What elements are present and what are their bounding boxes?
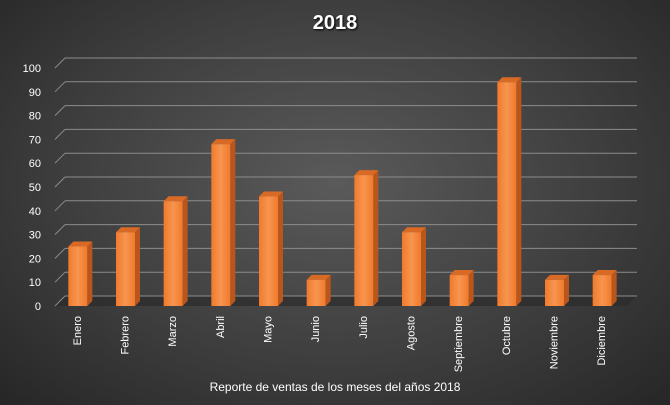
category-label: Octubre (501, 316, 513, 355)
bar-febrero (116, 232, 135, 306)
y-tick-label: 60 (29, 158, 41, 170)
bar-side (564, 274, 569, 306)
bar-top (402, 227, 426, 233)
gridline-diag (54, 248, 66, 259)
x-axis-label: Reporte de ventas de los meses del años … (209, 380, 461, 394)
y-tick-label: 100 (23, 63, 41, 75)
bar-junio (306, 279, 326, 306)
bar-side (230, 139, 236, 306)
bar-diciembre (592, 275, 612, 306)
gridline-diag (54, 271, 66, 283)
bar-mayo (259, 196, 278, 306)
gridline-diag (54, 152, 66, 164)
category-label: Julio (358, 316, 370, 339)
bar-top (354, 170, 379, 176)
gridline-diag (54, 200, 66, 212)
bar-julio (354, 175, 374, 306)
category-label: Junio (310, 316, 322, 342)
category-label: Mayo (263, 316, 275, 343)
y-tick-label: 90 (29, 87, 41, 99)
gridline-diag (54, 57, 66, 69)
bar-side (611, 270, 617, 306)
category-label: Septiembre (453, 316, 465, 372)
bar-septiembre (449, 275, 469, 306)
y-tick-label: 80 (29, 111, 41, 123)
bar-side (87, 241, 93, 306)
bar-top (545, 274, 569, 280)
chart-title: 2018 (312, 12, 358, 34)
gridline-diag (54, 295, 66, 307)
y-tick-label: 10 (29, 277, 41, 289)
category-label: Marzo (167, 316, 179, 347)
gridline-diag (54, 105, 66, 116)
bar-top (497, 77, 522, 83)
bar-abril (211, 144, 231, 306)
gridline-diag (54, 224, 66, 235)
bar-side (421, 227, 426, 306)
bar-agosto (402, 232, 421, 306)
bar-top (68, 241, 93, 247)
category-label: Noviembre (549, 316, 561, 369)
bar-side (278, 191, 283, 306)
y-tick-label: 30 (29, 230, 41, 242)
bar-side (325, 274, 331, 306)
bar-side (182, 196, 188, 306)
y-tick-label: 20 (29, 253, 41, 265)
gridline-diag (54, 129, 66, 140)
bar-side (373, 170, 379, 306)
y-tick-label: 40 (29, 206, 41, 218)
y-tick-label: 70 (29, 134, 41, 146)
category-label: Abril (215, 316, 227, 338)
bar-top (211, 139, 236, 145)
bar-top (592, 270, 617, 276)
bar-side (468, 270, 474, 306)
gridline-diag (54, 176, 66, 188)
bar-octubre (497, 82, 517, 306)
bar-marzo (163, 201, 183, 306)
chart-floor (55, 296, 637, 306)
category-label: Agosto (406, 316, 418, 350)
bar-noviembre (545, 279, 564, 306)
gridline-diag (54, 81, 66, 93)
bar-enero (68, 246, 88, 306)
bar-top (306, 274, 331, 280)
y-tick-label: 0 (35, 301, 41, 313)
category-label: Enero (72, 316, 84, 345)
bar-top (449, 270, 474, 276)
category-label: Febrero (120, 316, 132, 355)
bar-side (516, 77, 522, 306)
category-label: Diciembre (596, 316, 608, 366)
bar-side (135, 227, 140, 306)
bar-top (163, 196, 188, 202)
bar-top (116, 227, 140, 233)
y-tick-label: 50 (29, 182, 41, 194)
bar-top (259, 191, 283, 197)
